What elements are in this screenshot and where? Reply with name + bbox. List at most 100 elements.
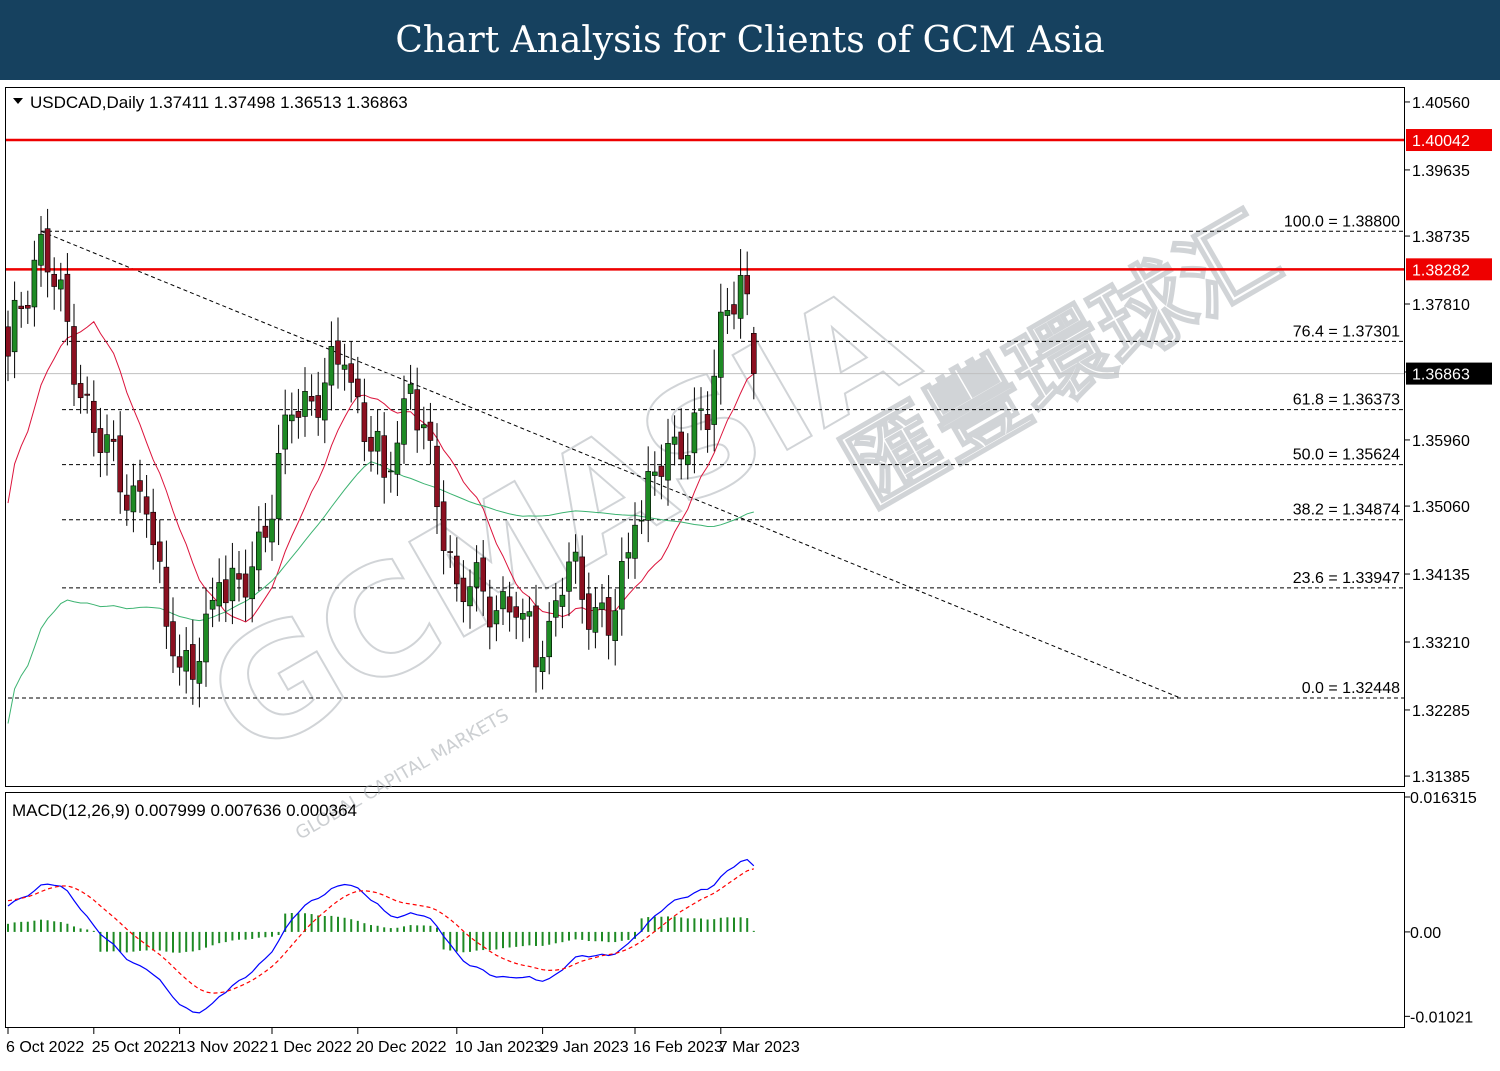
- candle-body: [150, 511, 156, 546]
- candle: [453, 537, 460, 602]
- candle: [566, 542, 572, 617]
- candle-body: [183, 650, 189, 672]
- candle: [572, 534, 579, 584]
- fib-label: 23.6 = 1.33947: [1293, 570, 1400, 587]
- candle: [269, 494, 275, 561]
- candle: [724, 287, 731, 334]
- candle-body: [97, 428, 104, 453]
- candle: [434, 423, 440, 535]
- candle: [44, 208, 51, 298]
- candle-body: [24, 305, 31, 309]
- candle-body: [473, 562, 480, 588]
- candle: [203, 587, 209, 687]
- candle-body: [678, 431, 685, 460]
- candle-body: [704, 414, 711, 430]
- candle: [361, 378, 368, 462]
- candle: [414, 367, 421, 453]
- candle: [275, 424, 282, 546]
- ma-short-line: [7, 320, 755, 623]
- candle: [242, 549, 249, 622]
- candle-body: [572, 551, 579, 562]
- candle: [288, 392, 295, 444]
- candle-body: [427, 421, 434, 441]
- candle-body: [223, 579, 229, 604]
- candle: [632, 502, 638, 579]
- candle: [546, 602, 553, 675]
- candle-body: [737, 275, 744, 319]
- candle-body: [546, 620, 553, 658]
- candle-body: [717, 311, 724, 378]
- candle-body: [64, 273, 71, 322]
- candle: [420, 406, 427, 450]
- candle-body: [275, 453, 282, 520]
- candle: [698, 387, 704, 431]
- candle: [143, 475, 150, 538]
- candle: [315, 371, 322, 436]
- candle-body: [262, 525, 269, 538]
- candle-body: [104, 434, 110, 453]
- candle: [665, 418, 671, 506]
- candle-body: [57, 279, 64, 290]
- candle: [295, 388, 302, 439]
- fib-label: 61.8 = 1.36373: [1293, 392, 1400, 409]
- candle-body: [328, 346, 335, 386]
- x-tick-label: 1 Dec 2022: [270, 1039, 352, 1056]
- candle: [737, 249, 744, 339]
- candle-body: [216, 582, 222, 607]
- candle: [38, 216, 44, 287]
- candle: [183, 627, 189, 694]
- candle: [678, 408, 685, 480]
- candle: [381, 412, 388, 504]
- candle: [691, 387, 698, 474]
- candle-body: [486, 596, 493, 628]
- candle: [110, 420, 117, 462]
- candle: [97, 407, 104, 478]
- y-tick-label: 1.37810: [1412, 297, 1470, 314]
- candle-body: [632, 524, 638, 559]
- y-tick-label: 1.35060: [1412, 499, 1470, 516]
- candle: [401, 375, 407, 464]
- macd-y-tick-label: 0.00: [1410, 925, 1441, 942]
- candle: [519, 598, 526, 642]
- candle-body: [447, 551, 454, 553]
- candle-body: [625, 552, 632, 559]
- candle-body: [124, 494, 130, 511]
- candle-body: [744, 275, 751, 295]
- candle: [526, 596, 533, 639]
- candle: [302, 367, 308, 437]
- candle-body: [335, 340, 341, 365]
- candle: [170, 597, 176, 674]
- y-tick-label: 1.32285: [1412, 703, 1470, 720]
- x-tick-label: 13 Nov 2022: [178, 1039, 269, 1056]
- candle-body: [566, 561, 572, 592]
- dropdown-triangle-icon[interactable]: [13, 98, 23, 104]
- candle: [64, 253, 71, 346]
- candle: [605, 575, 612, 660]
- candle-body: [387, 470, 394, 473]
- fib-label: 38.2 = 1.34874: [1293, 502, 1400, 519]
- candle-body: [559, 594, 566, 607]
- candle-body: [480, 557, 487, 592]
- candle: [599, 583, 605, 628]
- candle-body: [110, 438, 117, 442]
- candle: [11, 281, 18, 379]
- candle: [684, 433, 691, 480]
- candle-body: [242, 573, 249, 598]
- candle-body: [190, 644, 196, 680]
- candle: [249, 541, 255, 623]
- y-tick-label: 1.34135: [1412, 567, 1470, 584]
- y-tick-label: 1.31385: [1412, 769, 1470, 786]
- candle-body: [579, 556, 586, 600]
- candle: [493, 595, 500, 642]
- candle-body: [526, 611, 533, 617]
- candle: [394, 421, 401, 496]
- candle: [18, 291, 25, 328]
- candle-body: [651, 471, 658, 476]
- candle: [216, 558, 222, 622]
- candle: [717, 283, 724, 405]
- candle-body: [467, 586, 473, 607]
- candle: [585, 572, 592, 650]
- candle-body: [91, 400, 97, 433]
- candle: [480, 540, 487, 616]
- candle-body: [44, 228, 51, 273]
